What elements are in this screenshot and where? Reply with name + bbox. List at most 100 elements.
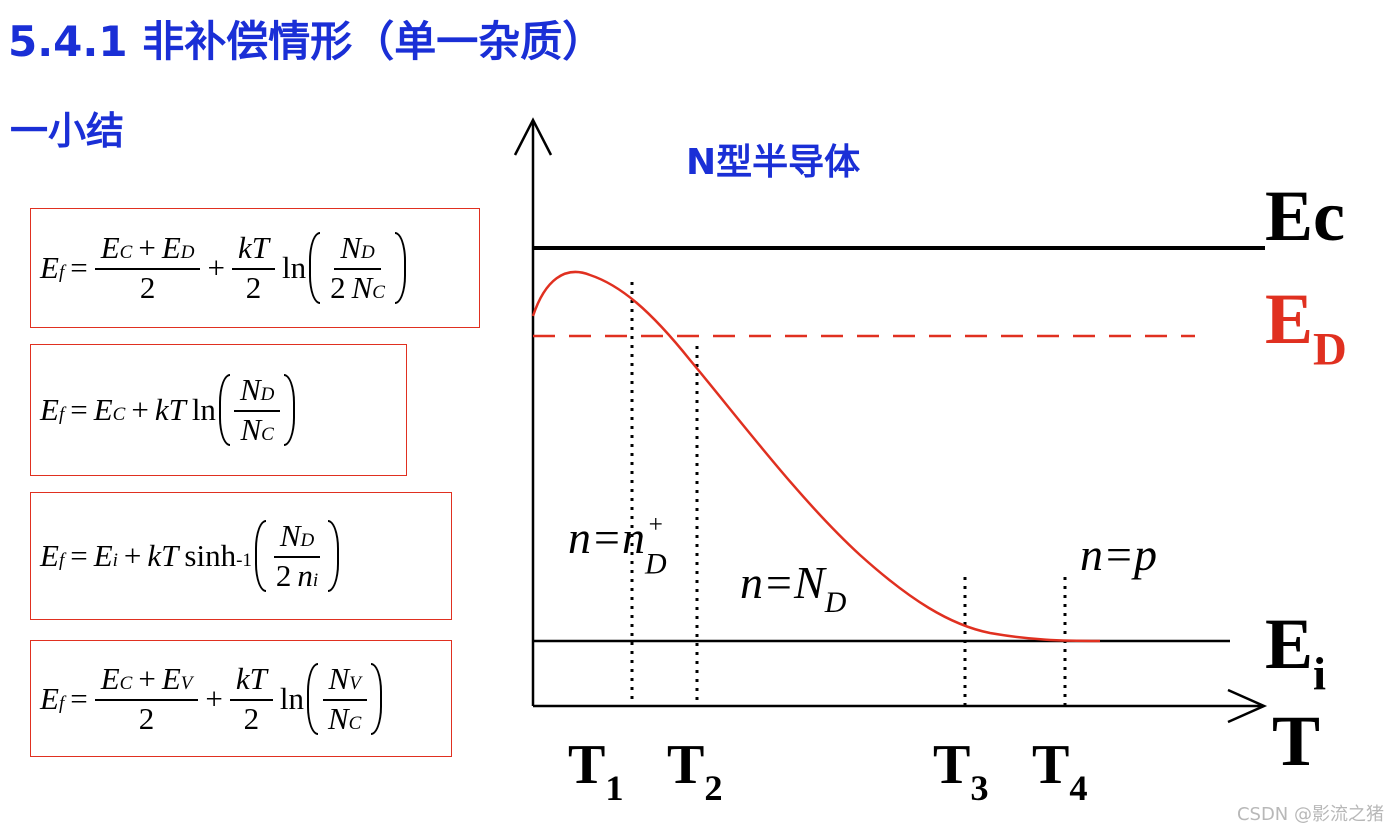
symbol: N [328, 660, 350, 696]
symbol: ln [191, 392, 216, 427]
numerator: E C + E D [94, 230, 201, 270]
math-token: + [138, 661, 155, 697]
math-token: = [70, 538, 87, 574]
symbol: = [70, 538, 88, 573]
superscript: -1 [236, 550, 252, 571]
temperature-label: T2 [667, 734, 723, 808]
math-token: = [70, 392, 87, 428]
symbol: kT [154, 392, 186, 427]
math-token: 2 [140, 270, 156, 306]
label-text: T [933, 734, 970, 796]
symbol: E [100, 230, 120, 265]
denominator: 2 [238, 701, 266, 737]
ei-label: Ei [1265, 604, 1326, 701]
denominator: 2 [133, 701, 161, 737]
fermi-curve [531, 270, 1101, 643]
math-token: kT [236, 661, 267, 697]
symbol: 2 [138, 700, 155, 736]
superscript: + [647, 510, 664, 538]
subscript: V [349, 672, 361, 694]
symbol: + [138, 660, 156, 696]
arrow [513, 117, 553, 156]
symbol: N [327, 700, 349, 736]
subscript: C [348, 712, 362, 734]
subscript: D [824, 586, 847, 619]
symbol: E [161, 230, 181, 265]
subscript: f [58, 550, 65, 571]
subscript: C [119, 242, 133, 263]
math-token: 2 [139, 701, 155, 737]
denominator: 2 [240, 270, 268, 306]
subscript: D [1313, 324, 1347, 376]
math-token: kT [155, 392, 186, 428]
region-label: n=p [1080, 529, 1157, 580]
symbol: E [93, 392, 113, 427]
math-token: = [70, 250, 87, 286]
subscript: D [644, 548, 667, 581]
symbol: N [340, 230, 361, 265]
temperature-label: T4 [1032, 734, 1088, 808]
arrow [1227, 688, 1268, 724]
region-label: n=ND [740, 557, 847, 619]
math-token: 2 [244, 701, 260, 737]
label-text: Ec [1265, 176, 1345, 256]
label-text: T [1032, 734, 1069, 796]
symbol: E [161, 660, 181, 696]
fraction: E C + E V 2 [94, 660, 199, 737]
fraction: kT 2 [231, 230, 275, 306]
math-token: sinh -1 [184, 538, 252, 574]
subscript: 3 [970, 768, 988, 808]
symbol: 2 [245, 270, 262, 305]
fraction: kT 2 [229, 661, 273, 737]
label-text: n=N [740, 557, 827, 608]
numerator: kT [229, 661, 273, 701]
symbol: E [40, 250, 59, 285]
subscript: f [58, 262, 65, 283]
symbol: E [40, 392, 59, 427]
math-token: 2 [276, 558, 292, 594]
symbol: ln [281, 250, 307, 285]
subscript: i [112, 550, 118, 571]
symbol: 2 [275, 558, 292, 593]
ed-label: ED [1265, 279, 1347, 376]
symbol: N [351, 270, 373, 305]
temperature-label: T1 [568, 734, 624, 808]
symbol: E [40, 538, 59, 573]
subscript: C [261, 424, 274, 445]
region-label: n=n+ D [568, 510, 667, 580]
label-text: T [1272, 701, 1320, 781]
symbol: N [279, 518, 301, 553]
subscript: f [58, 404, 65, 425]
subtitle: 一小结 [10, 109, 125, 153]
math-token: + [205, 681, 222, 717]
symbol: = [70, 392, 88, 427]
math-token: 2 [330, 270, 346, 306]
symbol: + [205, 680, 223, 716]
symbol: = [70, 680, 88, 716]
symbol: sinh [184, 538, 237, 573]
subscript: i [1313, 649, 1326, 701]
subscript: C [119, 672, 133, 694]
subscript: D [300, 530, 315, 551]
subscript: D [180, 242, 195, 263]
label-text: T [568, 734, 605, 796]
symbol: 2 [243, 700, 260, 736]
subscript: C [112, 404, 126, 425]
symbol: E [40, 680, 59, 716]
math-token: + [124, 538, 141, 574]
math-token: kT [238, 230, 269, 266]
